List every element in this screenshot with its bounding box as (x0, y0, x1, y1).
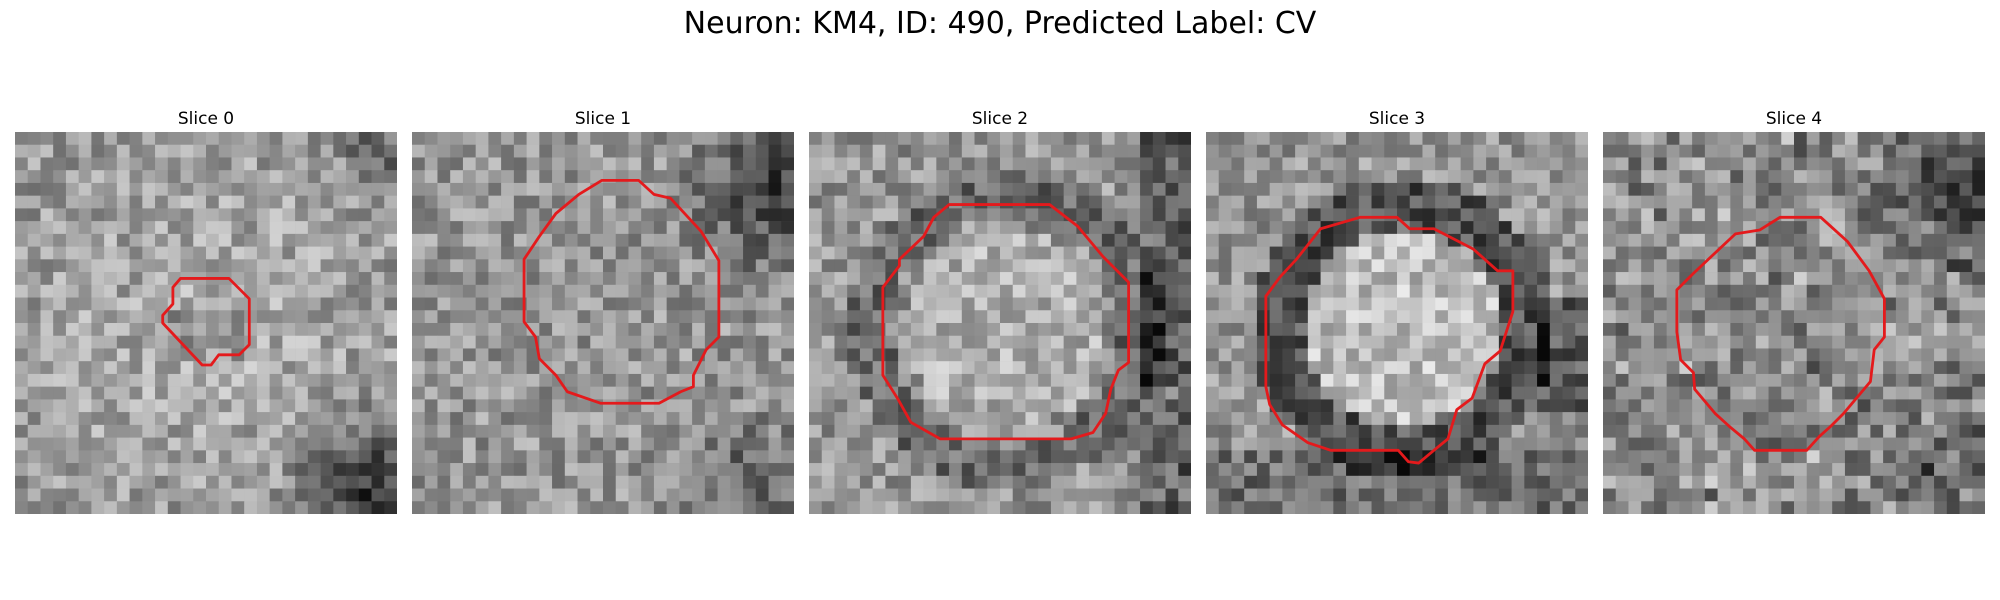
slice-image (412, 132, 794, 514)
slice-image (15, 132, 397, 514)
slice-panel-3: Slice 3 (1206, 108, 1588, 514)
slice-panel-4: Slice 4 (1603, 108, 1985, 514)
slice-image (1206, 132, 1588, 514)
slice-image (809, 132, 1191, 514)
slice-title: Slice 2 (971, 109, 1029, 129)
figure-title: Neuron: KM4, ID: 490, Predicted Label: C… (683, 6, 1317, 41)
slice-title: Slice 0 (177, 109, 235, 129)
slice-title: Slice 4 (1765, 109, 1823, 129)
slice-title: Slice 1 (574, 109, 632, 129)
slice-panel-1: Slice 1 (412, 108, 794, 514)
slice-image (1603, 132, 1985, 514)
slice-panel-2: Slice 2 (809, 108, 1191, 514)
segmentation-contour (522, 178, 721, 405)
slice-title: Slice 3 (1368, 109, 1426, 129)
segmentation-contour (1675, 215, 1886, 452)
segmentation-contour (881, 203, 1131, 441)
slice-panel-0: Slice 0 (15, 108, 397, 514)
segmentation-contour (161, 277, 251, 367)
segmentation-contour (1264, 215, 1515, 465)
